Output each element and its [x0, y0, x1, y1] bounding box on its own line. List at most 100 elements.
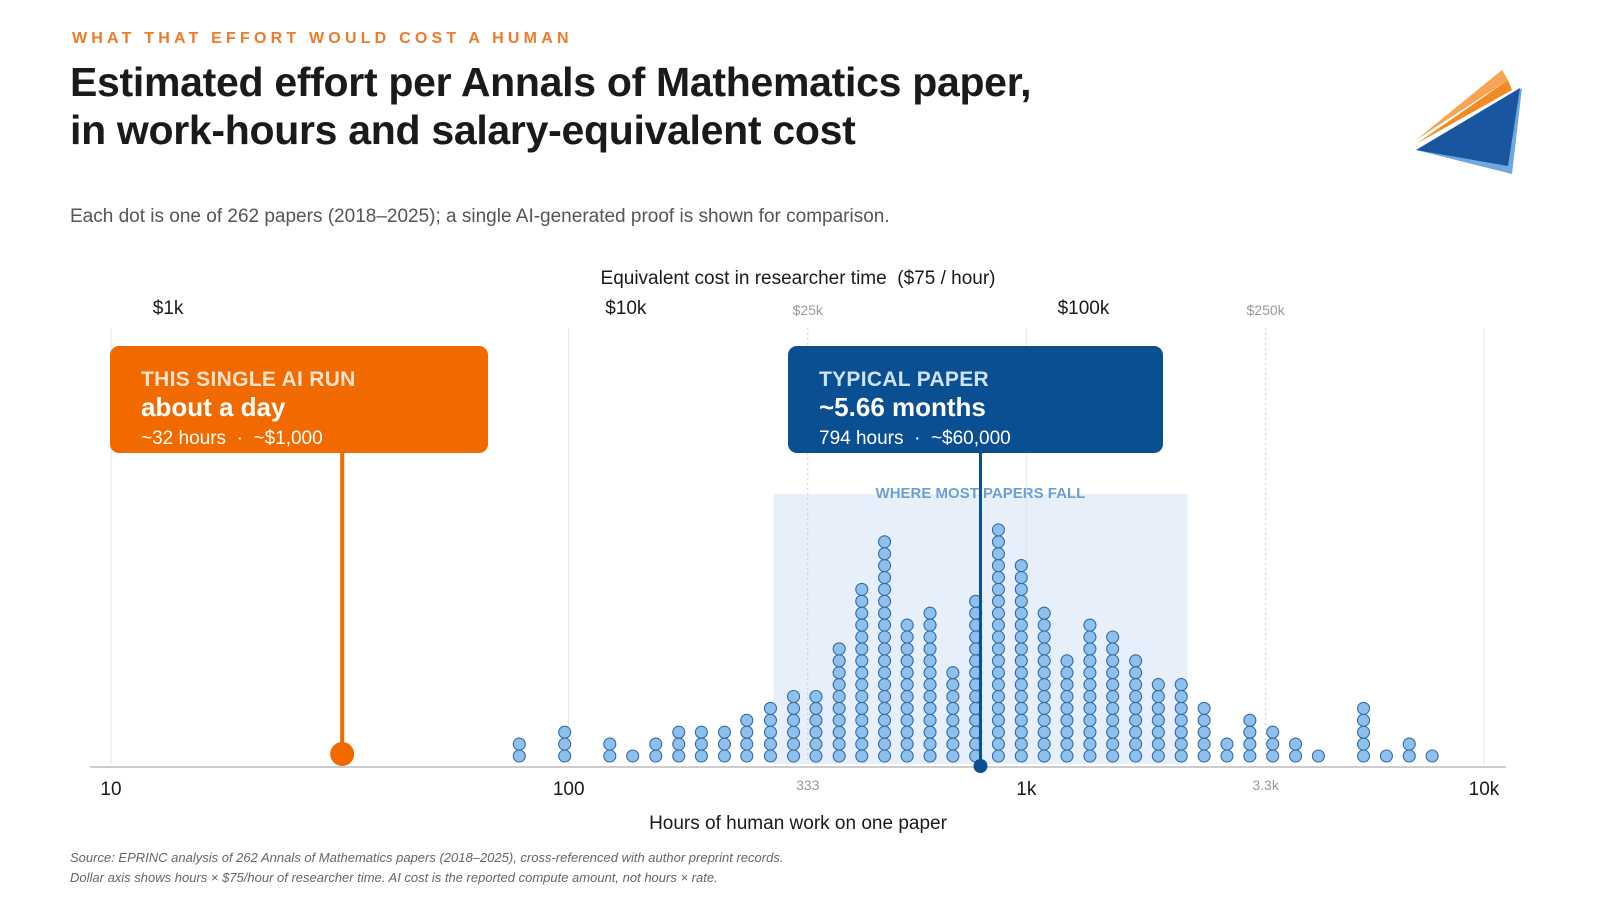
paper-dot	[1174, 689, 1188, 704]
dots-layer	[512, 523, 1439, 763]
paper-dot	[809, 737, 823, 751]
paper-plane-logo-icon	[1416, 70, 1522, 174]
paper-dot	[877, 689, 892, 704]
paper-callout-detail: 794 hours · ~$60,000	[819, 428, 1011, 449]
paper-dot	[1083, 630, 1097, 644]
paper-dot	[991, 630, 1005, 644]
paper-dot	[786, 713, 801, 727]
paper-dot	[923, 689, 937, 704]
paper-dot	[1083, 618, 1097, 632]
paper-dot	[855, 725, 869, 739]
paper-dot	[1060, 654, 1074, 668]
paper-dot	[1266, 725, 1280, 739]
paper-dot	[512, 749, 526, 763]
paper-dot	[991, 523, 1005, 537]
paper-dot	[649, 737, 663, 751]
paper-dot	[1060, 725, 1074, 739]
paper-dot	[1083, 642, 1097, 656]
paper-dot	[1106, 713, 1120, 727]
paper-dot	[558, 749, 572, 763]
paper-dot	[877, 559, 892, 573]
paper-dot	[1129, 749, 1143, 763]
paper-dot	[1083, 678, 1097, 692]
paper-dot	[1356, 725, 1371, 739]
paper-dot	[991, 642, 1005, 656]
paper-dot	[1356, 749, 1371, 763]
paper-dot	[1014, 666, 1028, 680]
paper-dot	[1220, 737, 1234, 751]
paper-dot	[1014, 594, 1028, 608]
paper-dot	[877, 594, 892, 608]
paper-dot	[877, 654, 892, 668]
paper-dot	[1060, 678, 1074, 692]
paper-dot	[946, 666, 960, 680]
paper-dot	[923, 725, 937, 739]
paper-dot	[923, 618, 937, 632]
paper-dot	[900, 725, 914, 739]
paper-dot	[991, 535, 1005, 549]
paper-dot	[900, 749, 914, 763]
paper-dot	[877, 535, 892, 549]
paper-dot	[991, 654, 1005, 668]
paper-dot	[809, 749, 823, 763]
paper-dot	[558, 725, 572, 739]
paper-dot	[740, 713, 754, 727]
paper-dot	[900, 618, 914, 632]
paper-dot	[1083, 689, 1097, 704]
paper-dot	[1014, 701, 1028, 715]
paper-dot	[877, 630, 892, 644]
paper-dot	[809, 713, 823, 727]
paper-dot	[763, 701, 778, 715]
paper-dot	[832, 725, 846, 739]
ai-callout-headline: about a day	[141, 392, 286, 422]
paper-dot	[1014, 654, 1028, 668]
paper-dot	[786, 701, 801, 715]
paper-dot	[1151, 725, 1165, 739]
paper-dot	[1356, 713, 1371, 727]
paper-dot	[717, 725, 732, 739]
paper-dot	[717, 737, 732, 751]
paper-dot	[1106, 666, 1120, 680]
paper-dot	[1402, 749, 1416, 763]
paper-dot	[1174, 701, 1188, 715]
paper-dot	[855, 737, 869, 751]
label-layer: Equivalent cost in researcher time ($75 …	[100, 268, 1499, 834]
paper-dot	[1037, 642, 1051, 656]
paper-dot	[1037, 606, 1051, 620]
eyebrow-label: WHAT THAT EFFORT WOULD COST A HUMAN	[72, 30, 573, 47]
paper-dot	[1379, 749, 1393, 763]
paper-dot	[603, 737, 617, 751]
chart-title-line-1: Estimated effort per Annals of Mathemati…	[70, 59, 1032, 105]
paper-callout-headline: ~5.66 months	[819, 392, 986, 422]
ai-callout-detail: ~32 hours · ~$1,000	[141, 428, 323, 449]
paper-dot	[1197, 725, 1211, 739]
paper-dot	[1106, 749, 1120, 763]
paper-dot	[672, 737, 686, 751]
paper-dot	[1014, 618, 1028, 632]
paper-dot	[1014, 713, 1028, 727]
paper-dot	[855, 689, 869, 704]
paper-dot	[740, 725, 754, 739]
paper-dot	[900, 642, 914, 656]
paper-dot	[1356, 701, 1371, 715]
paper-dot	[1197, 701, 1211, 715]
paper-dot	[1060, 689, 1074, 704]
paper-dot	[809, 701, 823, 715]
paper-dot	[763, 737, 778, 751]
paper-dot	[946, 713, 960, 727]
paper-dot	[991, 570, 1005, 585]
x-tick-label-1: 100	[553, 779, 585, 800]
paper-dot	[1174, 749, 1188, 763]
paper-dot	[1014, 725, 1028, 739]
typical-paper-callout: TYPICAL PAPER ~5.66 months 794 hours · ~…	[788, 346, 1163, 453]
paper-dot	[1037, 689, 1051, 704]
marker-layer	[330, 452, 988, 773]
paper-dot	[763, 749, 778, 763]
paper-dot	[1106, 701, 1120, 715]
ai-run-callout: THIS SINGLE AI RUN about a day ~32 hours…	[110, 346, 488, 453]
paper-dot	[1174, 737, 1188, 751]
paper-dot	[832, 666, 846, 680]
cost-tick-label-2: $100k	[1058, 298, 1110, 319]
chart-title-line-2: in work-hours and salary-equivalent cost	[70, 107, 856, 153]
paper-dot	[1243, 725, 1257, 739]
